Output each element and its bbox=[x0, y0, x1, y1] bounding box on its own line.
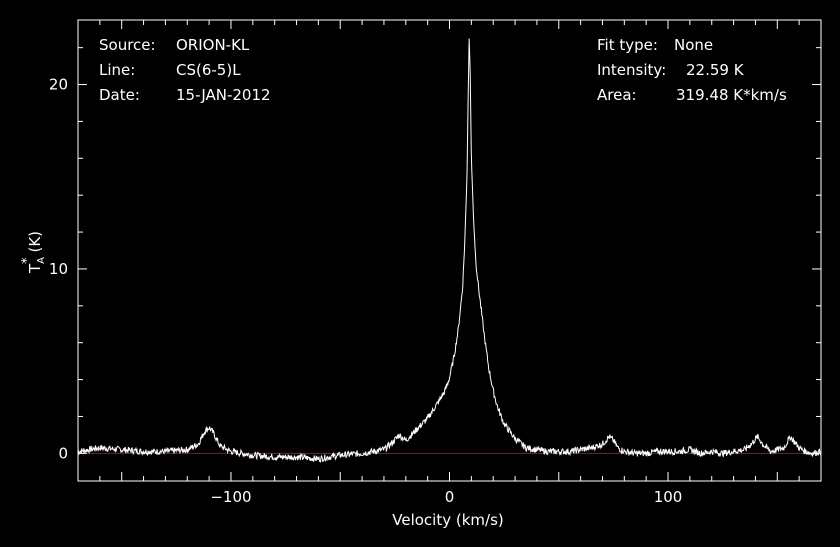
x-tick-label: −100 bbox=[210, 488, 251, 506]
info-intensity-label: Intensity: bbox=[597, 61, 666, 79]
info-line-label: Line: bbox=[99, 61, 135, 79]
spectrum-line bbox=[77, 38, 822, 463]
y-axis-label-main: T bbox=[26, 263, 44, 274]
x-tick-label: 0 bbox=[445, 488, 455, 506]
y-tick-label: 10 bbox=[49, 260, 68, 278]
svg-text:TA*(K): TA* (K) bbox=[20, 231, 47, 274]
x-axis-label: Velocity (km/s) bbox=[392, 511, 503, 529]
info-intensity-value: 22.59 K bbox=[686, 61, 745, 79]
y-axis-label-sup: * bbox=[20, 257, 35, 264]
info-area-value: 319.48 K*km/s bbox=[676, 86, 787, 104]
info-fittype-value: None bbox=[674, 36, 713, 54]
y-tick-label: 20 bbox=[49, 76, 68, 94]
info-date-label: Date: bbox=[99, 86, 140, 104]
info-fittype-label: Fit type: bbox=[597, 36, 658, 54]
y-axis-label-unit: (K) bbox=[26, 231, 44, 253]
y-tick-label: 0 bbox=[58, 444, 68, 462]
info-right: Fit type: None Intensity: 22.59 K Area: … bbox=[597, 36, 787, 104]
x-tick-label: 100 bbox=[654, 488, 683, 506]
info-source-value: ORION-KL bbox=[176, 36, 250, 54]
info-date-value: 15-JAN-2012 bbox=[176, 86, 271, 104]
y-axis-label-sub: A bbox=[36, 257, 47, 264]
info-line-value: CS(6-5)L bbox=[176, 61, 241, 79]
y-axis-label: TA* (K) bbox=[20, 231, 47, 274]
info-source-label: Source: bbox=[99, 36, 156, 54]
info-left: Source: ORION-KL Line: CS(6-5)L Date: 15… bbox=[99, 36, 271, 104]
info-area-label: Area: bbox=[597, 86, 637, 104]
